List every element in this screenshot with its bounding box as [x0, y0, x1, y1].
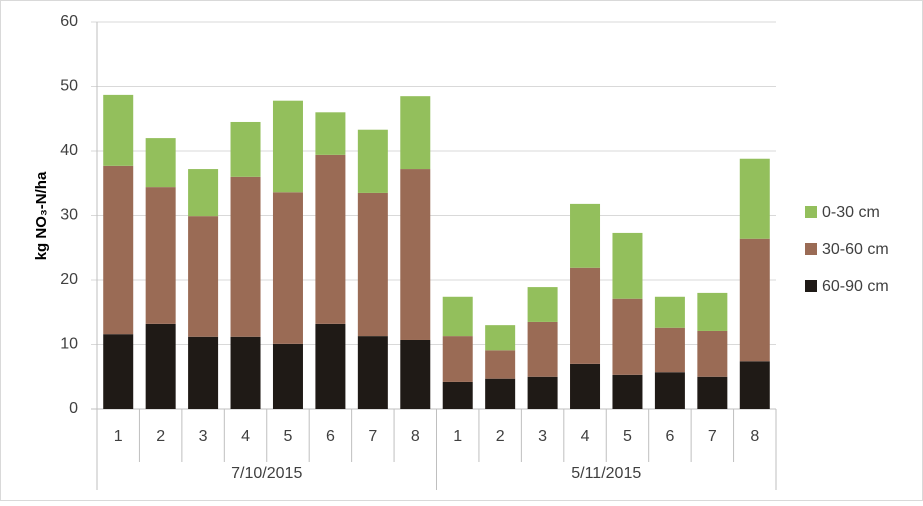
bar-segment: [272, 100, 303, 193]
bar-segment: [230, 121, 261, 177]
bar-segment: [357, 336, 388, 409]
x-tick-label: 1: [453, 428, 462, 445]
bar-segment: [315, 112, 346, 155]
x-tick-label: 4: [241, 428, 250, 445]
bar-segment: [103, 94, 134, 166]
legend-label: 30-60 cm: [822, 241, 889, 258]
bar-segment: [400, 96, 431, 170]
bar-segment: [145, 138, 176, 188]
bar-segment: [103, 165, 134, 335]
bar-segment: [272, 343, 303, 409]
bar-segment: [230, 176, 261, 337]
bar-segment: [697, 376, 728, 409]
bar-segment: [739, 238, 770, 362]
x-tick-label: 8: [411, 428, 420, 445]
bar-segment: [739, 361, 770, 409]
x-tick-label: 8: [750, 428, 759, 445]
bar-segment: [570, 267, 601, 364]
x-tick-label: 2: [496, 428, 505, 445]
bar-segment: [527, 287, 558, 322]
bar-segment: [145, 323, 176, 409]
bar-segment: [570, 203, 601, 268]
x-tick-label: 7: [368, 428, 377, 445]
bar-segment: [527, 321, 558, 377]
bar-segment: [188, 169, 219, 217]
x-tick-label: 5: [623, 428, 632, 445]
x-tick-label: 7: [708, 428, 717, 445]
bar-segment: [612, 232, 643, 299]
bar-segment: [697, 292, 728, 331]
legend-swatch: [805, 243, 817, 255]
bar-segment: [570, 363, 601, 409]
bar-segment: [654, 372, 685, 409]
bar-segment: [485, 350, 516, 379]
y-tick-label: 20: [60, 271, 78, 288]
x-tick-label: 5: [284, 428, 293, 445]
y-tick-label: 40: [60, 142, 78, 159]
bar-segment: [442, 336, 473, 382]
bar-segment: [612, 298, 643, 375]
bar-segment: [654, 327, 685, 373]
bar-segment: [442, 381, 473, 409]
bar-segment: [145, 187, 176, 324]
x-tick-label: 6: [665, 428, 674, 445]
bar-segment: [400, 339, 431, 409]
group-label: 5/11/2015: [571, 465, 641, 482]
bar-segment: [357, 192, 388, 337]
bar-segment: [230, 336, 261, 409]
bar-segment: [612, 374, 643, 409]
bar-segment: [188, 336, 219, 409]
bar-segment: [400, 169, 431, 340]
bar-segment: [188, 216, 219, 337]
bar-segment: [739, 158, 770, 239]
bar-segment: [103, 334, 134, 409]
legend-label: 60-90 cm: [822, 278, 889, 295]
bar-segment: [697, 330, 728, 377]
legend-swatch: [805, 280, 817, 292]
x-tick-label: 2: [156, 428, 165, 445]
group-label: 7/10/2015: [231, 465, 302, 482]
y-tick-label: 60: [60, 13, 78, 30]
y-tick-label: 50: [60, 78, 78, 95]
x-tick-label: 3: [199, 428, 208, 445]
y-axis-label: kg NO₃-N/ha: [33, 171, 50, 260]
bar-segment: [315, 323, 346, 409]
y-tick-label: 30: [60, 207, 78, 224]
bar-segment: [442, 296, 473, 337]
legend-label: 0-30 cm: [822, 204, 880, 221]
x-tick-label: 3: [538, 428, 547, 445]
bar-segment: [315, 154, 346, 324]
x-tick-label: 6: [326, 428, 335, 445]
x-tick-label: 1: [114, 428, 123, 445]
x-tick-label: 4: [581, 428, 590, 445]
bar-segment: [654, 296, 685, 328]
bar-segment: [527, 376, 558, 409]
bar-segment: [357, 129, 388, 193]
y-tick-label: 0: [69, 400, 78, 417]
legend-swatch: [805, 206, 817, 218]
bar-segment: [485, 325, 516, 351]
y-tick-label: 10: [60, 336, 78, 353]
bar-segment: [272, 192, 303, 344]
bar-segment: [485, 378, 516, 409]
